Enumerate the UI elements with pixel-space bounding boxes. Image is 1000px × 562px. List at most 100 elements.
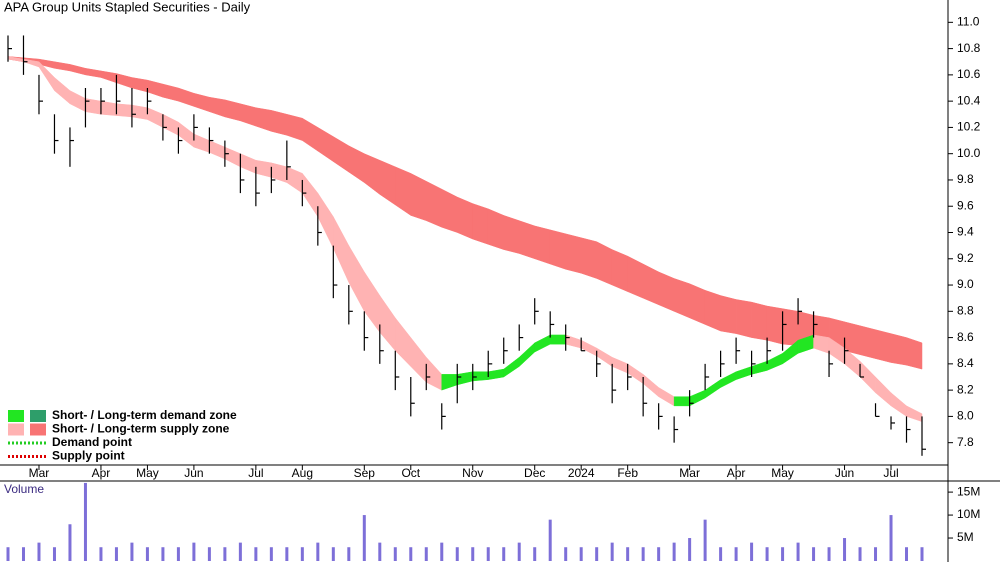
y-tick-label: 8.8	[957, 303, 974, 317]
volume-bar	[409, 547, 413, 561]
x-tick-label: Apr	[92, 466, 111, 480]
volume-bar	[83, 482, 87, 561]
legend-swatch	[8, 410, 24, 422]
y-tick-label: 10.8	[957, 41, 981, 55]
volume-bar	[238, 542, 242, 561]
zone-band	[472, 371, 489, 382]
x-tick-label: May	[771, 466, 794, 480]
volume-bar	[130, 542, 134, 561]
volume-tick-label: 15M	[957, 484, 980, 498]
volume-bar	[21, 547, 25, 561]
y-tick-label: 9.0	[957, 277, 974, 291]
x-tick-label: 2024	[568, 466, 595, 480]
volume-bar	[68, 524, 72, 561]
legend-swatch	[30, 423, 46, 436]
zone-band	[487, 208, 504, 250]
zone-band	[890, 333, 907, 366]
y-tick-label: 10.4	[957, 93, 981, 107]
volume-bar	[858, 547, 862, 561]
y-tick-label: 10.2	[957, 120, 981, 134]
x-tick-label: Nov	[462, 466, 483, 480]
y-tick-label: 8.0	[957, 409, 974, 423]
volume-bar	[192, 542, 196, 561]
zone-band	[503, 215, 520, 254]
volume-title: Volume	[4, 482, 44, 496]
zone-band	[426, 180, 443, 228]
zone-band	[735, 299, 752, 338]
volume-bar	[145, 547, 149, 561]
volume-bar	[626, 547, 630, 561]
volume-bar	[471, 547, 475, 561]
zone-band	[751, 301, 768, 341]
y-tick-label: 9.6	[957, 198, 974, 212]
volume-bar	[703, 519, 707, 561]
zone-band	[100, 100, 117, 116]
chart-title: APA Group Units Stapled Securities - Dai…	[4, 0, 251, 14]
volume-bar	[719, 547, 723, 561]
x-tick-label: Dec	[524, 466, 545, 480]
zone-band	[720, 295, 737, 334]
volume-bar	[781, 547, 785, 561]
legend-label: Short- / Long-term demand zone	[52, 408, 237, 422]
zone-band	[534, 225, 551, 265]
volume-bar	[99, 547, 103, 561]
y-tick-label: 9.4	[957, 225, 974, 239]
volume-bar	[161, 547, 165, 561]
volume-bar	[610, 542, 614, 561]
volume-bar	[595, 547, 599, 561]
y-tick-label: 10.0	[957, 146, 981, 160]
x-tick-label: Aug	[292, 466, 313, 480]
volume-bar	[548, 519, 552, 561]
legend-label: Demand point	[52, 435, 132, 449]
volume-bar	[874, 547, 878, 561]
volume-bar	[424, 547, 428, 561]
volume-bar	[300, 547, 304, 561]
zone-band	[844, 321, 861, 355]
volume-bar	[905, 547, 909, 561]
zone-band	[766, 305, 783, 345]
volume-bar	[579, 547, 583, 561]
zone-band	[472, 203, 489, 245]
legend-swatch	[8, 423, 24, 436]
volume-bar	[889, 515, 893, 561]
legend-swatch	[30, 410, 46, 422]
zone-band	[689, 283, 706, 325]
volume-bar	[765, 547, 769, 561]
volume-bar	[688, 538, 692, 561]
zone-band	[673, 396, 690, 407]
price-pane	[7, 35, 926, 456]
volume-bar	[393, 547, 397, 561]
zone-band	[549, 334, 566, 345]
volume-bar	[52, 547, 56, 561]
volume-bar	[827, 547, 831, 561]
x-tick-label: Jun	[184, 466, 203, 480]
volume-bar	[517, 542, 521, 561]
volume-bar	[812, 547, 816, 561]
volume-bar	[440, 542, 444, 561]
volume-bar	[285, 547, 289, 561]
volume-bar	[657, 547, 661, 561]
volume-bar	[920, 547, 924, 561]
volume-bar	[486, 547, 490, 561]
volume-bar	[672, 542, 676, 561]
volume-bar	[207, 547, 211, 561]
zone-band	[611, 249, 628, 292]
zone-band	[549, 229, 566, 270]
volume-bar	[37, 542, 41, 561]
x-tick-label: Oct	[401, 466, 420, 480]
x-tick-label: Sep	[354, 466, 376, 480]
y-tick-label: 9.2	[957, 251, 974, 265]
y-tick-label: 11.0	[957, 15, 980, 29]
volume-bar	[6, 547, 10, 561]
y-tick-label: 10.6	[957, 67, 981, 81]
volume-bar	[843, 538, 847, 561]
legend-label: Short- / Long-term supply zone	[52, 422, 230, 436]
zone-band	[658, 271, 675, 312]
volume-bar	[114, 547, 118, 561]
volume-bar	[316, 542, 320, 561]
volume-bar	[269, 547, 273, 561]
zone-band	[224, 99, 241, 122]
volume-bar	[734, 547, 738, 561]
zone-band	[518, 220, 535, 260]
volume-bar	[362, 515, 366, 561]
